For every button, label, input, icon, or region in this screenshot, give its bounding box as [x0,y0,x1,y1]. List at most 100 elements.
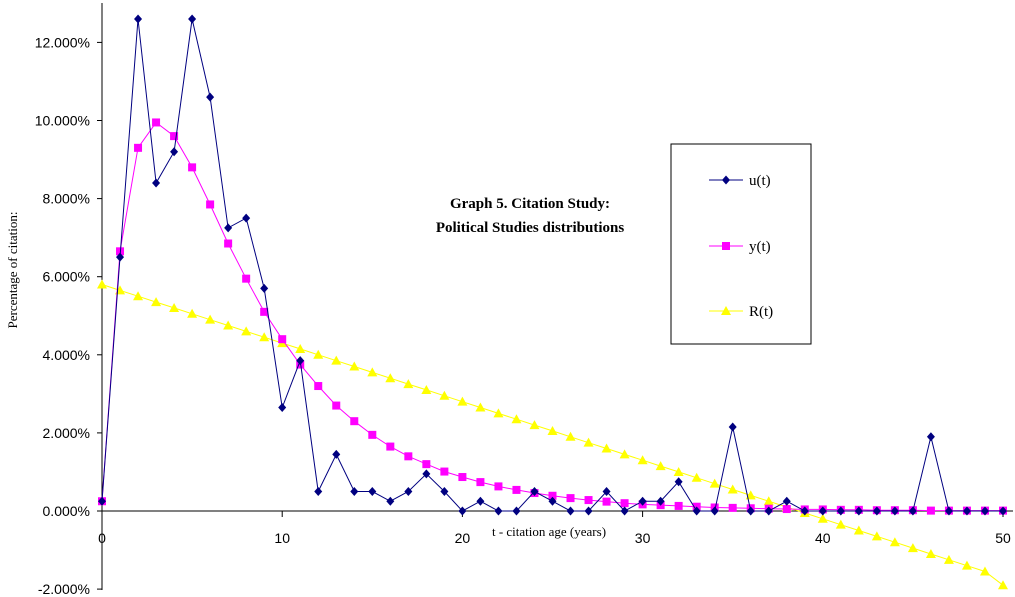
data-point [476,478,485,487]
data-point [296,356,305,366]
chart-title-line1: Graph 5. Citation Study: [450,196,610,212]
data-point [151,297,162,307]
data-point [727,484,738,494]
data-point [314,382,323,391]
data-point [512,506,521,516]
data-point [763,496,774,506]
data-point [134,14,143,24]
data-point [872,506,881,516]
data-point [494,482,503,491]
legend-label: u(t) [749,173,771,189]
data-point [403,379,414,389]
data-point [998,580,1008,590]
data-point [224,239,233,248]
data-point [422,460,431,469]
data-point [223,320,234,330]
data-point [170,147,179,157]
data-point [170,132,179,141]
y-tick-label: 12.000% [35,34,90,50]
data-point [187,308,198,318]
data-point [314,486,323,496]
data-point [368,486,377,496]
data-point [602,486,611,496]
x-tick-label: 10 [274,530,290,546]
data-point [584,496,593,505]
data-point [674,501,683,510]
legend-box [670,143,812,345]
data-point [350,417,359,426]
data-point [728,422,737,432]
data-point [332,449,341,459]
data-point [331,355,342,365]
legend-marker [721,306,731,315]
data-point [295,343,306,353]
data-point [782,496,791,506]
data-point [421,384,432,394]
data-point [674,477,683,487]
y-tick-label: 4.000% [43,347,90,363]
data-point [206,200,215,209]
data-point [188,163,197,172]
y-tick-label: -2.000% [38,581,90,597]
data-point [583,437,594,447]
data-point [439,390,450,400]
data-point [691,472,702,482]
x-ticks: 0 10 20 30 40 50 [98,511,1011,546]
data-point [386,496,395,506]
data-point [602,497,611,506]
data-point [385,373,396,383]
data-point [566,494,575,503]
data-point [511,414,522,424]
data-point [565,431,576,441]
legend-label: y(t) [749,239,771,255]
data-point [943,554,954,564]
data-point [620,499,629,508]
data-point [242,213,251,223]
data-point [133,291,144,301]
x-tick-label: 50 [995,530,1011,546]
data-point [673,466,684,476]
data-point [836,506,845,516]
data-point [206,92,215,102]
x-tick-label: 20 [455,530,471,546]
x-tick-label: 0 [98,530,106,546]
data-point [890,506,899,516]
data-point [278,403,287,413]
data-point [889,537,900,547]
data-point [457,396,468,406]
data-point [800,506,809,516]
legend-marker [722,242,730,250]
data-point [494,506,503,516]
data-point [548,496,557,506]
data-point [584,506,593,516]
data-point [476,496,485,506]
data-point [926,506,935,515]
axes [101,3,1013,590]
data-point [566,506,575,516]
data-point [709,478,720,488]
data-point [817,513,828,523]
data-point [404,486,413,496]
data-point [692,506,701,516]
data-point [224,223,233,233]
data-point [188,14,197,24]
data-point [332,401,341,410]
data-point [620,506,629,516]
y-tick-label: 2.000% [43,425,90,441]
data-point [368,430,377,439]
series-group [97,14,1008,590]
y-tick-label: 10.000% [35,113,90,129]
data-point [728,503,737,512]
data-point [404,452,413,461]
data-point [349,361,360,371]
data-point [655,461,666,471]
data-point [259,332,270,342]
legend-label: R(t) [749,304,773,320]
chart-title-line2: Political Studies distributions [436,220,625,236]
legend-marker [722,175,730,185]
data-point [907,543,918,553]
data-point [241,326,252,336]
data-point [98,496,106,506]
data-point [350,486,359,496]
